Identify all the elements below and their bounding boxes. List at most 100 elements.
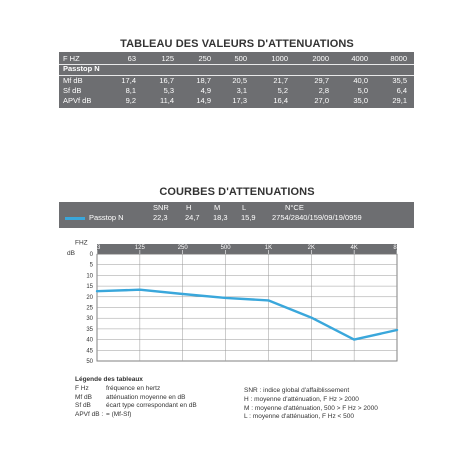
l-header: L [242,203,247,212]
legend-item: APVf dB : = (Mf-Sf) [75,411,245,420]
table-cell: 35,5 [392,76,407,85]
series-legend-swatch [65,217,85,220]
legend-key: Mf dB [75,393,92,401]
series-line [95,288,399,341]
legend-title: Légende des tableaux [75,376,143,383]
product-name: Passtop N [63,64,100,73]
frequency-header: 2000 [312,54,329,63]
frequency-header-label: F HZ [63,54,80,63]
notes-block: SNR : indice global d'affaiblissement H … [244,387,419,422]
curves-value-row: Passtop N 22,3 24,7 18,3 15,9 2754/2840/… [59,213,414,223]
data-point [138,288,141,291]
y-tick-label: 40 [86,338,93,344]
table-divider [59,75,414,76]
legend-block: Légende des tableaux F Hz fréquence en h… [75,376,245,420]
table-cell: 40,0 [353,76,368,85]
x-axis-label: FHZ [75,240,88,247]
table-row: Sf dB 8,1 5,3 4,9 3,1 5,2 2,8 5,0 6,4 [59,86,414,96]
y-tick-label: 30 [86,316,93,322]
table-cell: 21,7 [273,76,288,85]
legend-value: atténuation moyenne en dB [106,393,186,401]
table-cell: 4,9 [200,86,211,95]
y-tick-label: 35 [86,327,93,333]
x-tick-label: 8K [393,245,400,251]
table-cell: 9,2 [125,96,136,105]
y-tick-label: 15 [86,284,93,290]
table-cell: 17,4 [121,76,136,85]
snr-header: SNR [153,203,169,212]
h-value: 24,7 [185,213,200,222]
table-cell: 8,1 [125,86,136,95]
legend-key: APVf dB : [75,411,104,419]
frequency-band [97,244,397,254]
frequency-header: 500 [234,54,247,63]
x-tick-label: 4K [350,245,357,251]
row-label: Sf dB [63,86,82,95]
y-tick-label: 0 [90,252,94,258]
legend-item: Sf dB écart type correspondant en dB [75,402,245,411]
snr-value: 22,3 [153,213,168,222]
table-cell: 16,4 [273,96,288,105]
table-cell: 6,4 [396,86,407,95]
ce-header: N°CE [285,203,304,212]
frequency-header: 1000 [271,54,288,63]
y-tick-label: 20 [86,295,93,301]
series-name: Passtop N [89,213,124,222]
frequency-header: 250 [198,54,211,63]
legend-value: fréquence en hertz [106,384,161,392]
y-axis-label: dB [67,250,75,257]
table-cell: 5,3 [163,86,174,95]
x-tick-label: 1K [265,245,272,251]
y-tick-label: 10 [86,273,93,279]
x-tick-label: 500 [221,245,232,251]
table-row: APVf dB 9,2 11,4 14,9 17,3 16,4 27,0 35,… [59,96,414,106]
x-tick-label: 250 [178,245,189,251]
table-product-row: Passtop N [59,64,414,74]
table-cell: 17,3 [232,96,247,105]
y-tick-label: 45 [86,348,93,354]
y-tick-label: 5 [90,263,94,269]
data-point [96,290,98,293]
table-title: TABLEAU DES VALEURS D'ATTENUATIONS [120,38,354,50]
table-cell: 2,8 [318,86,329,95]
x-tick-label: 125 [135,245,146,251]
table-cell: 27,0 [314,96,329,105]
x-tick-label: 2K [308,245,315,251]
y-tick-label: 25 [86,306,93,312]
m-value: 18,3 [213,213,228,222]
table-cell: 16,7 [159,76,174,85]
frequency-header: 63 [127,54,136,63]
legend-key: Sf dB [75,402,91,410]
frequency-header: 4000 [351,54,368,63]
frequency-header: 8000 [390,54,407,63]
table-cell: 3,1 [236,86,247,95]
data-point [396,329,398,331]
data-point [181,293,184,295]
curves-info-panel: SNR H M L N°CE Passtop N 22,3 24,7 18,3 … [59,202,414,228]
l-value: 15,9 [241,213,256,222]
note-h: H : moyenne d'atténuation, F Hz > 2000 [244,395,359,403]
y-tick-label: 50 [86,359,93,365]
table-cell: 11,4 [159,96,174,105]
table-cell: 14,9 [196,96,211,105]
table-cell: 5,0 [357,86,368,95]
curves-title: COURBES D'ATTENUATIONS [159,186,315,198]
table-cell: 29,7 [314,76,329,85]
note-l: L : moyenne d'atténuation, F Hz < 500 [244,413,354,421]
data-point [353,338,356,341]
row-label: Mf dB [63,76,83,85]
table-cell: 29,1 [392,96,407,105]
table-cell: 35,0 [353,96,368,105]
x-tick-label: 63 [94,245,101,251]
legend-key: F Hz [75,384,89,392]
frequency-header: 125 [161,54,174,63]
m-header: M [214,203,221,212]
data-point [224,296,227,299]
data-point [267,299,270,302]
legend-value: écart type correspondant en dB [106,402,197,410]
curves-header-row: SNR H M L N°CE [59,203,414,213]
table-header-row: F HZ 63 125 250 500 1000 2000 4000 8000 [59,54,414,64]
data-point [310,316,313,319]
legend-value: = (Mf-Sf) [106,411,132,419]
